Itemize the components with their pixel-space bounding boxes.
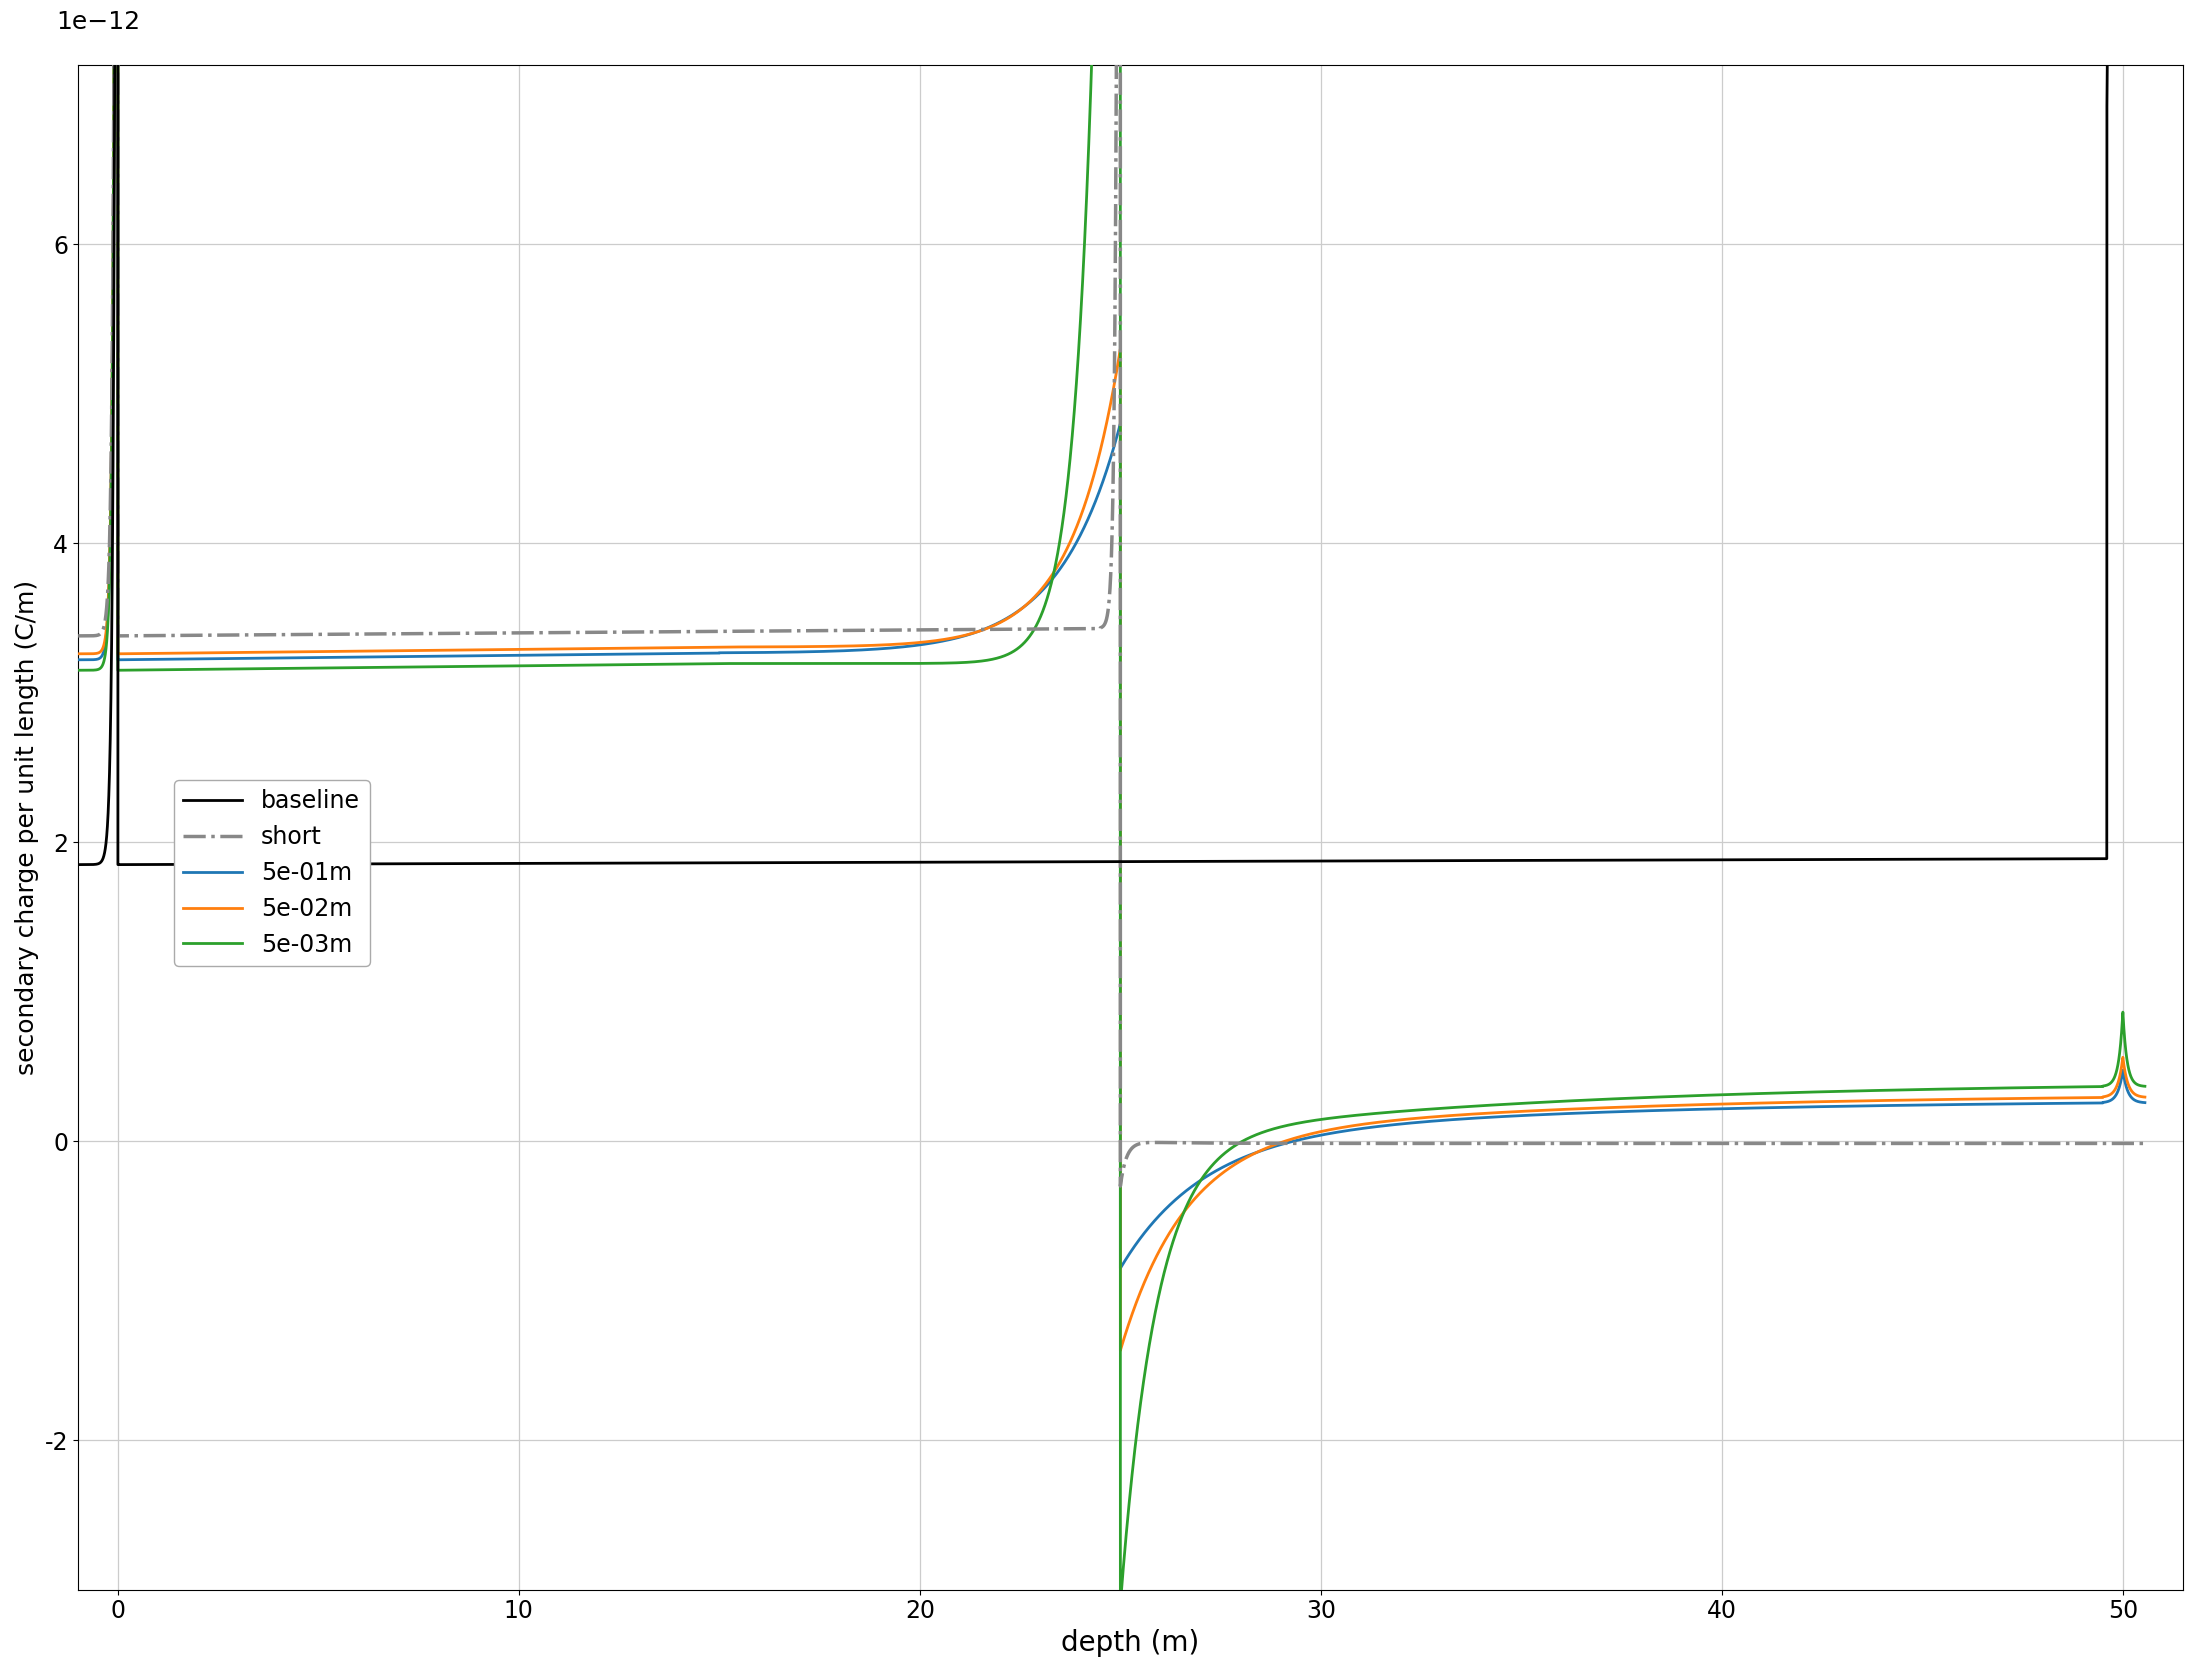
5e-02m [1187,1184,1213,1204]
5e-03m [857,654,884,674]
baseline [207,854,233,874]
Line: short: short [79,0,2145,1185]
5e-03m [2132,1077,2158,1097]
short [857,620,884,640]
5e-01m [563,645,589,665]
5e-03m [1598,1088,1624,1109]
5e-02m [66,644,92,664]
short [2132,1134,2158,1154]
baseline [857,853,884,873]
5e-02m [1310,1122,1336,1142]
5e-03m [563,655,589,675]
Line: 5e-01m: 5e-01m [79,0,2145,1269]
5e-01m [1108,1259,1134,1279]
Legend: baseline, short, 5e-01m, 5e-02m, 5e-03m: baseline, short, 5e-01m, 5e-02m, 5e-03m [174,779,369,966]
short [563,622,589,642]
baseline [563,853,589,873]
5e-03m [1108,1595,1134,1615]
Line: 5e-03m: 5e-03m [79,0,2145,1605]
baseline [1598,849,1624,869]
baseline [1187,851,1213,871]
baseline [106,854,132,874]
5e-03m [1187,1172,1213,1192]
5e-03m [66,660,92,681]
5e-01m [1598,1102,1624,1122]
5e-01m [857,639,884,659]
short [1108,1175,1134,1195]
Y-axis label: secondary charge per unit length (C/m): secondary charge per unit length (C/m) [15,580,40,1075]
5e-02m [1108,1341,1134,1361]
5e-02m [1598,1097,1624,1117]
short [1310,1134,1336,1154]
5e-03m [1310,1109,1336,1129]
short [1598,1134,1624,1154]
5e-01m [2132,1092,2158,1112]
5e-01m [207,649,233,669]
5e-02m [207,642,233,662]
Line: 5e-02m: 5e-02m [79,0,2145,1351]
5e-03m [207,659,233,679]
baseline [66,854,92,874]
X-axis label: depth (m): depth (m) [1062,1629,1200,1657]
5e-02m [857,635,884,655]
baseline [1310,851,1336,871]
5e-01m [1310,1125,1336,1145]
5e-01m [66,650,92,670]
5e-01m [1187,1170,1213,1190]
short [207,625,233,645]
Line: baseline: baseline [79,0,2145,864]
Text: 1e−12: 1e−12 [57,10,141,33]
short [1187,1134,1213,1154]
5e-02m [563,639,589,659]
short [66,625,92,645]
5e-02m [2132,1087,2158,1107]
